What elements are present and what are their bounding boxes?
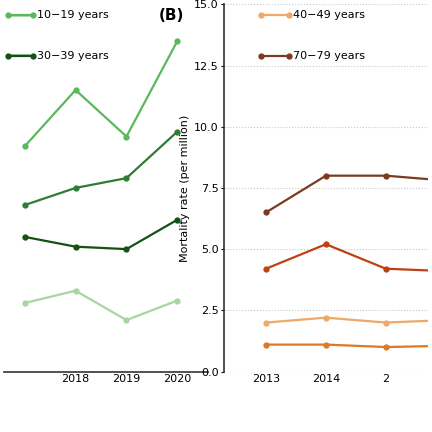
Text: (B): (B) [159,8,184,23]
Text: 10−19 years: 10−19 years [37,10,108,20]
Text: 70−79 years: 70−79 years [293,51,365,61]
Y-axis label: Mortality rate (per million): Mortality rate (per million) [180,114,190,261]
Text: 40−49 years: 40−49 years [293,10,365,20]
Text: 30−39 years: 30−39 years [37,51,108,61]
